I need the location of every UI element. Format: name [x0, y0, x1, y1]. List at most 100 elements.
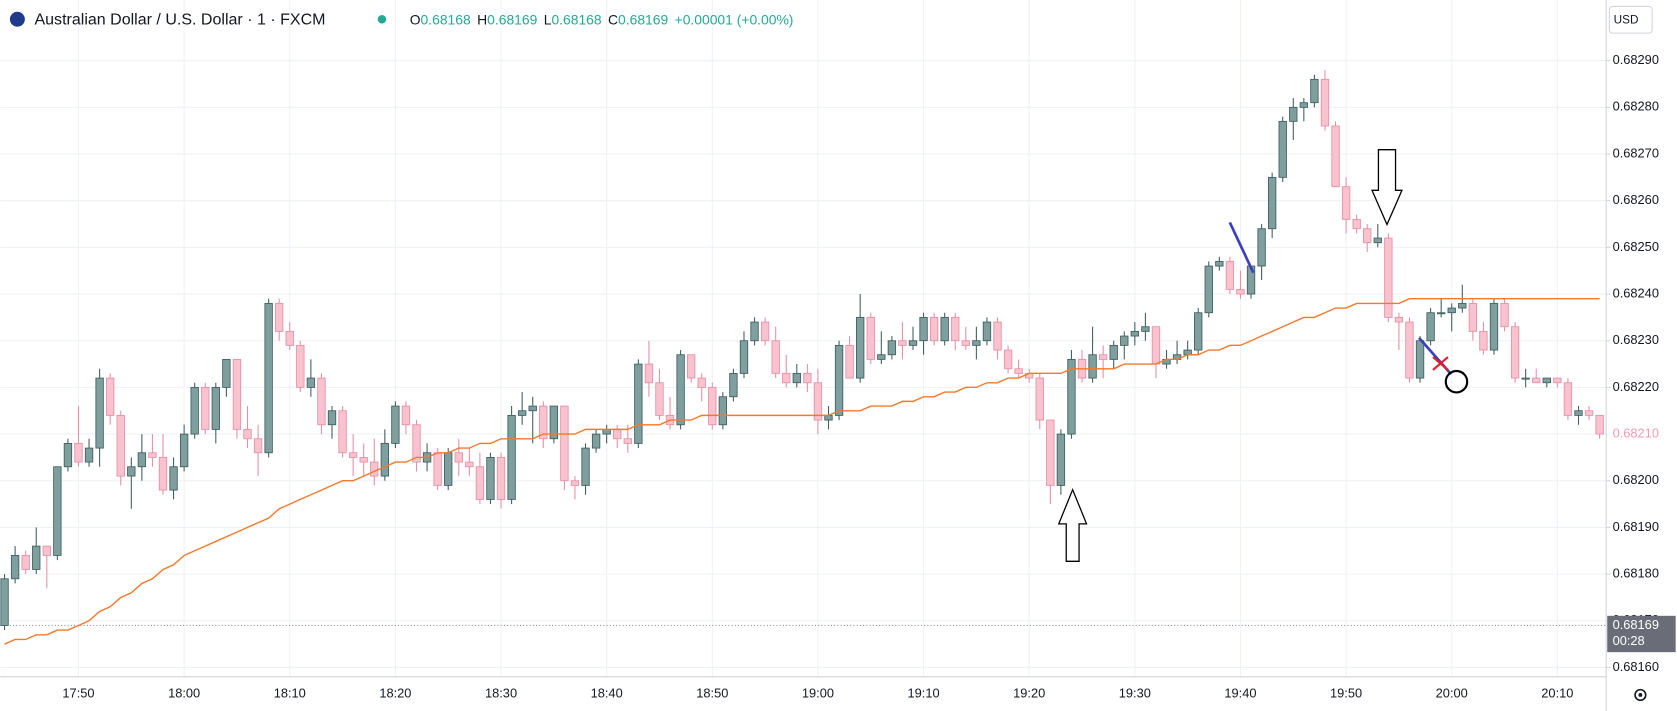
candle-body: [739, 340, 749, 374]
up-arrow: [1057, 487, 1088, 562]
candle-body: [1067, 358, 1076, 435]
candle-body: [676, 354, 685, 426]
candle-body: [1363, 228, 1372, 244]
x-tick-label: 19:20: [1013, 685, 1045, 700]
readout-key: H: [477, 11, 487, 27]
candle-body: [84, 447, 94, 463]
candle-body: [1120, 335, 1129, 346]
x-tick-label: 19:40: [1224, 685, 1256, 700]
candle-body: [1088, 354, 1097, 379]
candle-body: [296, 344, 305, 388]
candle-body: [1236, 288, 1245, 295]
candle-body: [1532, 377, 1541, 384]
candle-body: [1130, 330, 1140, 337]
candle-body: [1405, 321, 1414, 379]
candle-body: [1299, 102, 1309, 108]
candle-body: [1341, 186, 1351, 220]
candle-body: [475, 466, 485, 500]
x-tick-label: 20:10: [1541, 685, 1573, 700]
candle-body: [1584, 410, 1594, 416]
y-tick-label: 0.68280: [1613, 99, 1659, 114]
candle-body: [0, 578, 9, 626]
x-tick-label: 18:20: [379, 685, 411, 700]
y-tick-label: 0.68250: [1613, 239, 1659, 254]
candle-body: [834, 344, 844, 416]
candle-body: [792, 372, 801, 384]
candle-body: [1183, 349, 1192, 356]
candle-body: [1500, 302, 1509, 328]
candle-body: [940, 316, 949, 342]
readout-change: +0.00001 (+0.00%): [675, 11, 794, 27]
candle-body: [116, 414, 125, 477]
candle-body: [148, 452, 157, 458]
candle-body: [42, 545, 51, 556]
y-tick-label: 0.68230: [1613, 332, 1659, 347]
y-tick-label: 0.68160: [1613, 659, 1659, 674]
candle-body: [53, 466, 62, 556]
moving-average: [4, 298, 1600, 645]
candle-body: [623, 438, 632, 444]
candle-body: [169, 466, 178, 491]
candle-body: [1331, 125, 1340, 188]
candle-body: [338, 410, 347, 454]
candle-body: [1289, 106, 1298, 122]
candle-body: [158, 456, 168, 491]
candle-body: [898, 340, 907, 346]
candle-body: [644, 363, 654, 384]
candle-body: [1215, 260, 1224, 267]
settings-button[interactable]: [1634, 688, 1647, 702]
last-price-label: 0.68169: [1613, 617, 1659, 632]
candle-body: [1151, 326, 1161, 365]
candle-body: [285, 330, 294, 346]
settings-icon[interactable]: [1638, 693, 1643, 697]
candles: [0, 70, 1604, 631]
readout-value: 0.68169: [487, 11, 537, 27]
candle-body: [63, 442, 73, 468]
candle-body: [718, 396, 728, 426]
candle-body: [1194, 312, 1203, 351]
y-tick-label: 0.68270: [1613, 145, 1659, 160]
x-tick-label: 20:00: [1436, 685, 1468, 700]
currency-button[interactable]: [1608, 5, 1653, 34]
readout-key: L: [544, 11, 552, 27]
candle-body: [327, 410, 337, 426]
candle-body: [951, 316, 960, 342]
symbol-title: Australian Dollar / U.S. Dollar · 1 · FX…: [34, 11, 325, 29]
candle-body: [1595, 414, 1604, 435]
trend-stroke: [1228, 221, 1255, 274]
readout-key: C: [608, 11, 618, 27]
candle-body: [1257, 228, 1266, 267]
candle-body: [1109, 344, 1118, 360]
cross-mark: [1432, 356, 1449, 371]
candle-body: [1014, 368, 1023, 374]
currency-label[interactable]: USD: [1614, 13, 1639, 26]
candle-body: [95, 377, 104, 449]
candle-body: [21, 555, 30, 570]
readout-key: O: [410, 11, 421, 27]
y-tick-label: 0.68290: [1613, 52, 1659, 67]
candle-body: [1394, 316, 1404, 323]
candle-body: [782, 372, 791, 384]
candle-body: [1384, 237, 1393, 318]
candle-body: [919, 316, 928, 342]
candle-body: [1003, 349, 1013, 370]
x-tick-label: 18:00: [168, 685, 200, 700]
candle-body: [1479, 330, 1488, 351]
candle-body: [813, 382, 823, 421]
close-label: 0.68210: [1613, 425, 1659, 440]
candle-body: [1352, 218, 1361, 230]
candle-body: [507, 414, 516, 500]
ohlc-readout: O0.68168 H0.68169 L0.68168 C0.68169 +0.00001…: [410, 11, 794, 27]
candle-body: [1447, 307, 1456, 314]
candle-body: [866, 316, 875, 360]
candle-body: [856, 316, 865, 379]
candle-body: [1373, 237, 1382, 244]
circle-mark: [1444, 369, 1469, 394]
last-price-box: [1607, 615, 1676, 653]
candle-body: [486, 456, 495, 500]
candle-body: [32, 545, 41, 570]
candle-body: [1563, 382, 1573, 416]
candle-body: [517, 410, 527, 416]
candle-body: [845, 344, 854, 379]
